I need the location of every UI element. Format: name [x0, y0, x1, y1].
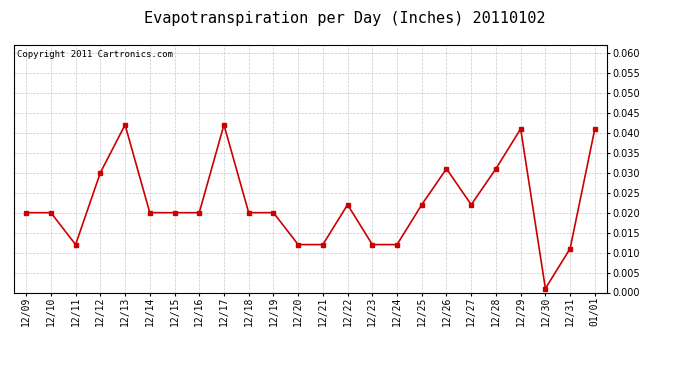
Text: Evapotranspiration per Day (Inches) 20110102: Evapotranspiration per Day (Inches) 2011…: [144, 11, 546, 26]
Text: Copyright 2011 Cartronics.com: Copyright 2011 Cartronics.com: [17, 50, 172, 59]
